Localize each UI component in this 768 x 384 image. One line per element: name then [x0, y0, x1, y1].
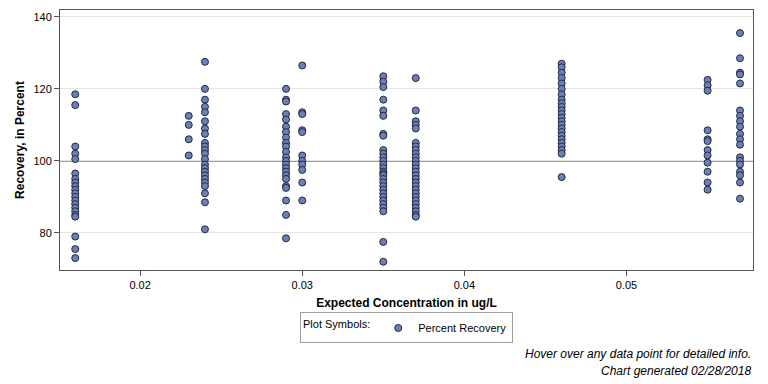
svg-text:Recovery, in Percent: Recovery, in Percent [13, 81, 27, 199]
svg-text:80: 80 [40, 227, 52, 239]
svg-text:120: 120 [33, 83, 51, 95]
svg-text:0.05: 0.05 [616, 279, 637, 291]
svg-text:Chart generated 02/28/2018: Chart generated 02/28/2018 [601, 364, 751, 378]
svg-text:Hover over any data point for: Hover over any data point for detailed i… [525, 347, 751, 361]
svg-text:Plot Symbols:: Plot Symbols: [303, 318, 370, 330]
svg-text:140: 140 [33, 11, 51, 23]
svg-text:100: 100 [33, 155, 51, 167]
svg-text:0.03: 0.03 [292, 279, 313, 291]
svg-text:Percent Recovery: Percent Recovery [418, 322, 506, 334]
svg-text:0.02: 0.02 [129, 279, 150, 291]
svg-text:0.04: 0.04 [454, 279, 475, 291]
svg-text:Expected Concentration in ug/L: Expected Concentration in ug/L [316, 296, 497, 310]
